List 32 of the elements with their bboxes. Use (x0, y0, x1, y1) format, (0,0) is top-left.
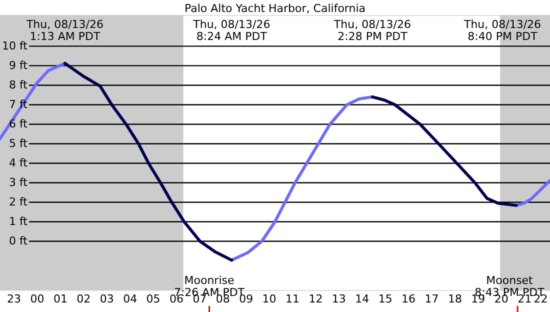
chart-title: Palo Alto Yacht Harbor, California (184, 2, 366, 15)
x-tick-label: 17 (424, 292, 439, 306)
x-tick-label: 02 (76, 292, 91, 306)
y-tick-label: 3 ft (9, 176, 28, 190)
x-tick-label: 10 (262, 292, 276, 306)
annotation: Thu, 08/13/26 8:40 PM PDT (462, 18, 542, 43)
y-tick-label: 6 ft (9, 118, 28, 131)
x-tick-label: 08 (216, 292, 230, 306)
x-tick-label: 18 (448, 292, 462, 306)
y-tick-label: 2 ft (9, 196, 28, 209)
x-tick-label: 16 (402, 292, 416, 306)
x-tick-label: 13 (332, 292, 346, 306)
x-tick-label: 15 (378, 292, 392, 306)
x-tick-label: 05 (146, 292, 160, 306)
x-tick-label: 23 (7, 292, 22, 306)
y-tick-label: 8 ft (9, 78, 28, 92)
x-tick-label: 12 (308, 292, 323, 306)
y-tick-label: 7 ft (9, 98, 28, 112)
annotation: Thu, 08/13/26 2:28 PM PDT (332, 18, 411, 43)
x-tick-label: 09 (239, 292, 254, 306)
y-tick-label: 4 ft (9, 156, 28, 170)
x-tick-label: 04 (123, 292, 138, 306)
annotation: Thu, 08/13/26 8:24 AM PDT (192, 18, 270, 43)
x-tick-label: 11 (286, 292, 300, 306)
x-tick-label: 14 (355, 292, 370, 306)
x-tick-label: 03 (100, 292, 114, 306)
x-tick-label: 01 (53, 292, 68, 306)
x-tick-label: 00 (30, 292, 44, 306)
y-tick-label: 5 ft (9, 137, 28, 150)
y-tick-label: 9 ft (9, 59, 28, 72)
y-tick-label: 0 ft (9, 234, 28, 248)
y-tick-label: 1 ft (9, 215, 28, 228)
